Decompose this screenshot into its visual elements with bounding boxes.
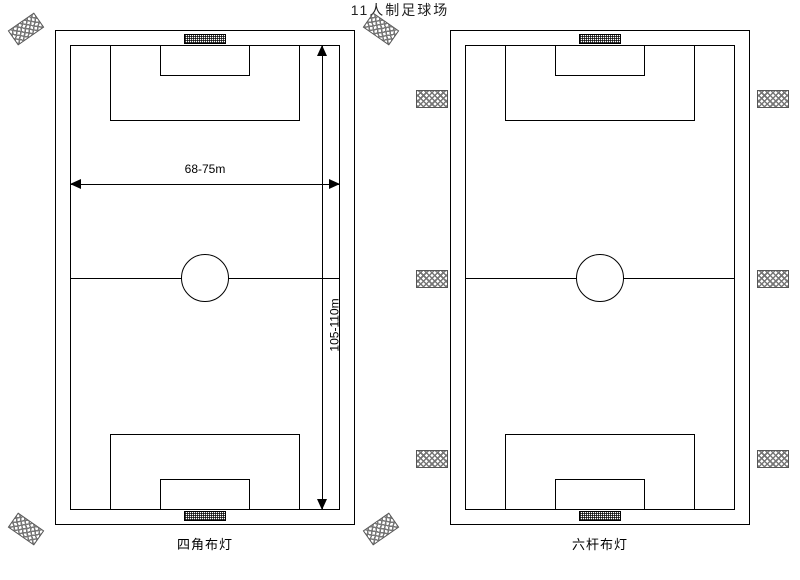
field-four-corner: 68-75m 105-110m 四角布灯 — [55, 30, 355, 525]
dimension-length-line — [322, 45, 323, 510]
goal-top-icon — [184, 34, 226, 44]
dimension-length: 105-110m — [314, 45, 330, 510]
caption-six-pole: 六杆布灯 — [450, 534, 750, 553]
light-pole-icon — [416, 90, 448, 108]
arrow-down-icon — [317, 499, 327, 510]
dimension-width-line — [70, 184, 340, 185]
page: 11人制足球场 68-75m — [0, 0, 800, 580]
goal-area-bottom — [555, 479, 645, 509]
field-touchline — [465, 45, 735, 510]
light-pole-icon — [757, 90, 789, 108]
center-circle — [576, 254, 624, 302]
goal-top-icon — [579, 34, 621, 44]
field-outer-boundary — [450, 30, 750, 525]
goal-bottom-icon — [184, 511, 226, 521]
dimension-width-label: 68-75m — [70, 162, 340, 176]
dimension-width: 68-75m — [70, 176, 340, 192]
arrow-left-icon — [70, 179, 81, 189]
light-pole-icon — [363, 512, 400, 545]
dimension-length-label: 105-110m — [328, 298, 342, 351]
light-pole-icon — [416, 450, 448, 468]
goal-area-bottom — [160, 479, 250, 509]
caption-four-corner: 四角布灯 — [55, 534, 355, 553]
field-six-pole: 六杆布灯 — [450, 30, 750, 525]
goal-area-top — [160, 46, 250, 76]
page-title: 11人制足球场 — [0, 0, 800, 20]
arrow-right-icon — [329, 179, 340, 189]
center-circle — [181, 254, 229, 302]
arrow-up-icon — [317, 45, 327, 56]
goal-area-top — [555, 46, 645, 76]
light-pole-icon — [8, 512, 45, 545]
field-outer-boundary: 68-75m 105-110m — [55, 30, 355, 525]
goal-bottom-icon — [579, 511, 621, 521]
light-pole-icon — [416, 270, 448, 288]
light-pole-icon — [757, 270, 789, 288]
light-pole-icon — [757, 450, 789, 468]
field-touchline — [70, 45, 340, 510]
